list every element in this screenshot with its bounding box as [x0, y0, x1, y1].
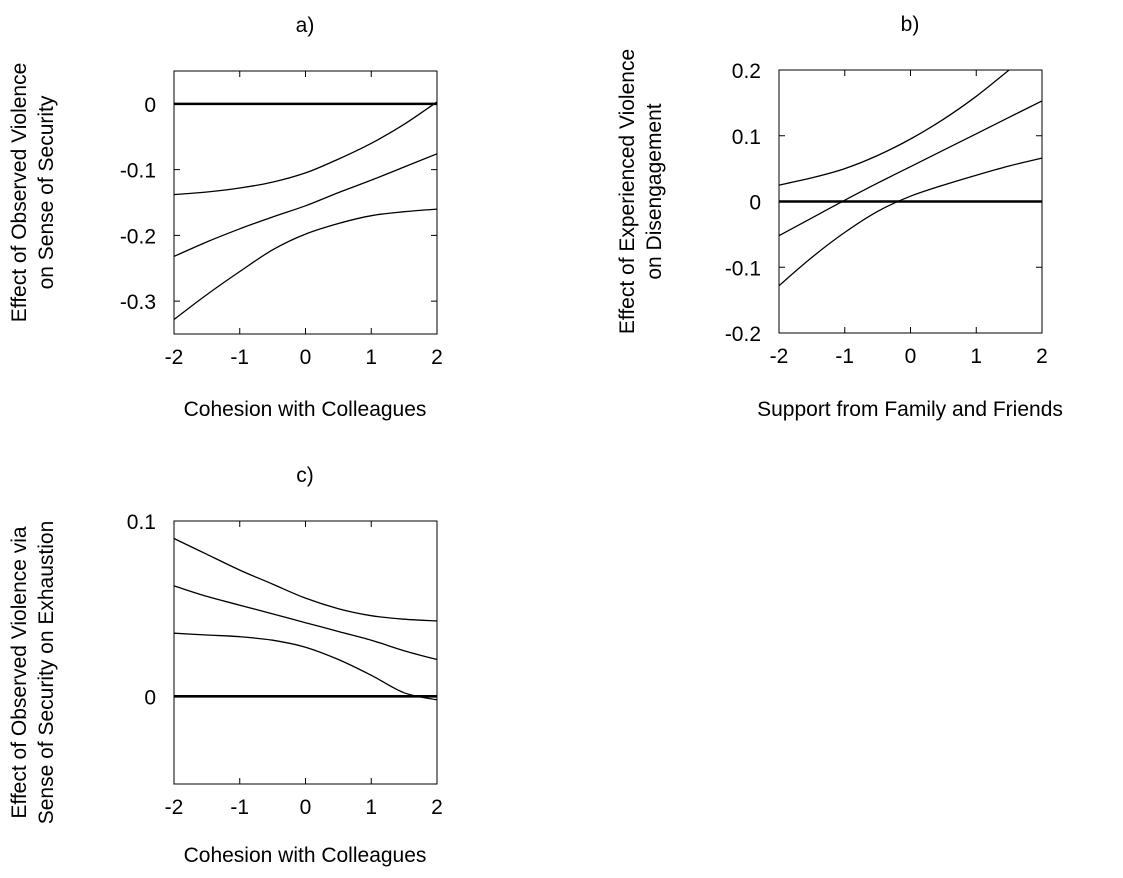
panel-c-label: c) [296, 464, 314, 487]
panel-c-y-axis-title-line-2: Sense of Security on Exhaustion [35, 521, 58, 825]
panel-b-y-tick-label-minus-0p2: -0.2 [725, 323, 761, 346]
panel-c: c) -2 -1 0 1 2 0 0.1 Cohesion with Colleagues Eff… [8, 464, 443, 867]
panel-c-x-tick-label-minus-1: -1 [230, 796, 249, 819]
panel-a-y-tick-label-0: 0 [144, 94, 156, 117]
panel-a: a) -2 -1 0 1 2 -0.3 -0.2 -0.1 0 Cohesion with Coll… [8, 14, 443, 421]
panel-b-y-tick-label-0p2: 0.2 [732, 60, 761, 83]
panel-a-y-tick-label-minus-0p3: -0.3 [120, 291, 156, 314]
panel-c-series-upper [173, 537, 438, 622]
panel-b-y-axis-title-line-1: Effect of Experienced Violence [616, 49, 639, 334]
panel-b-x-tick-label-minus-2: -2 [770, 345, 789, 368]
panel-b-x-tick-label-1: 1 [970, 345, 982, 368]
panel-a-x-tick-label-minus-2: -2 [165, 346, 184, 369]
panel-b-x-tick-label-0: 0 [905, 345, 917, 368]
panel-b-label: b) [901, 13, 920, 36]
panel-b-series-upper [778, 69, 1010, 186]
panel-c-series-lower [173, 632, 438, 701]
panel-c-y-tick-label-0: 0 [144, 686, 156, 709]
panel-b-y-axis-title-line-2: on Disengagement [643, 103, 666, 279]
panel-c-y-axis-title-line-1: Effect of Observed Violence via [8, 526, 31, 819]
panel-c-x-tick-label-minus-2: -2 [165, 796, 184, 819]
panel-b-x-tick-label-minus-1: -1 [835, 345, 854, 368]
panel-a-x-tick-label-1: 1 [365, 346, 377, 369]
panel-a-x-tick-label-2: 2 [431, 346, 443, 369]
panel-a-y-axis-title-line-2: on Sense of Security [35, 95, 58, 289]
panel-c-x-tick-label-1: 1 [365, 796, 377, 819]
panel-a-series-upper [173, 101, 438, 196]
panel-a-y-axis-title-line-1: Effect of Observed Violence [8, 63, 31, 323]
panel-a-series-estimate [173, 153, 438, 257]
panel-a-x-axis-title: Cohesion with Colleagues [184, 398, 427, 421]
panel-b-y-tick-label-minus-0p1: -0.1 [725, 257, 761, 280]
panel-c-y-tick-label-0p1: 0.1 [127, 511, 156, 534]
panel-c-series-estimate [173, 585, 438, 661]
panel-b-series-lower [778, 157, 1043, 287]
panel-a-x-tick-label-0: 0 [300, 346, 312, 369]
panel-c-plot-frame [173, 520, 438, 785]
panel-a-plot-frame [173, 70, 438, 335]
panel-b-y-tick-label-0: 0 [749, 192, 761, 215]
panel-c-x-axis-title: Cohesion with Colleagues [184, 844, 427, 867]
panel-a-series-lower [173, 208, 438, 321]
panel-c-x-tick-label-2: 2 [431, 796, 443, 819]
panel-b-y-tick-label-0p1: 0.1 [732, 126, 761, 149]
panel-b-x-tick-label-2: 2 [1036, 345, 1048, 368]
panel-a-x-tick-label-minus-1: -1 [230, 346, 249, 369]
panel-a-y-tick-label-minus-0p2: -0.2 [120, 225, 156, 248]
panel-b: b) -2 -1 0 1 2 -0.2 -0.1 0 0.1 0.2 Support from Fam… [616, 13, 1063, 421]
panel-b-series-estimate [778, 100, 1043, 237]
panel-b-x-axis-title: Support from Family and Friends [757, 398, 1063, 421]
panel-c-x-tick-label-0: 0 [300, 796, 312, 819]
panel-a-y-tick-label-minus-0p1: -0.1 [120, 160, 156, 183]
panel-a-label: a) [296, 14, 315, 37]
